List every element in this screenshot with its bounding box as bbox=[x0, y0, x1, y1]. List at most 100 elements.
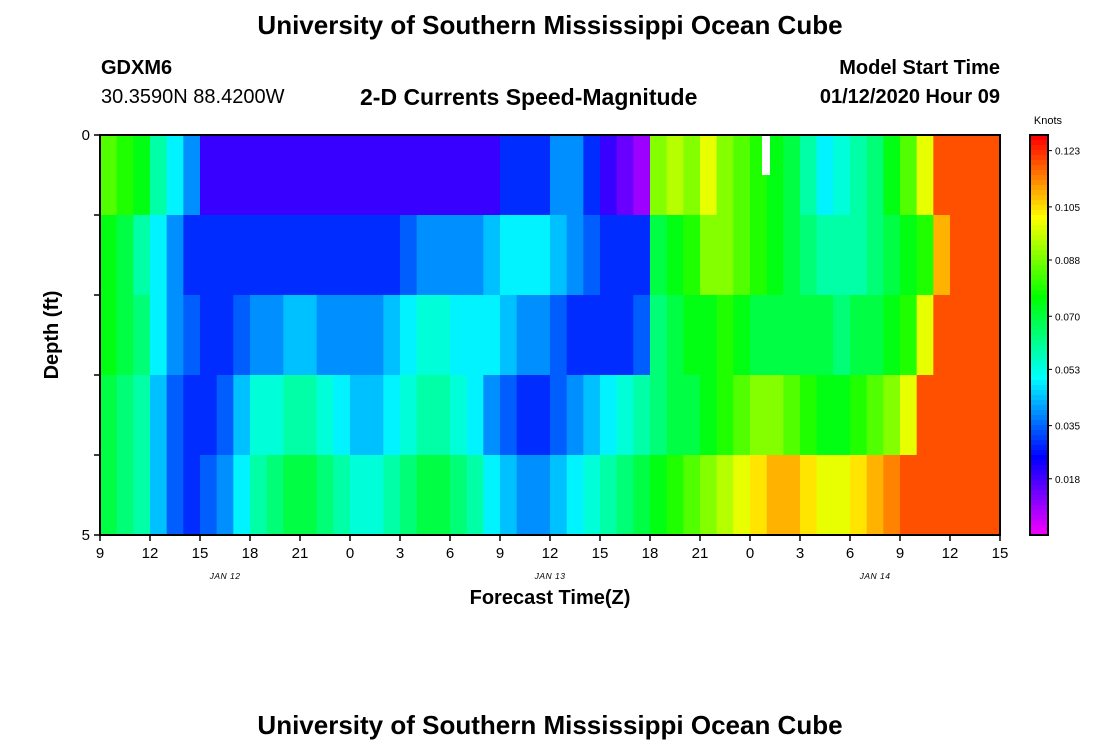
heatmap-cell bbox=[233, 295, 251, 376]
colorbar-segment bbox=[1030, 520, 1048, 526]
colorbar-frame bbox=[1029, 134, 1049, 536]
colorbar-segment bbox=[1030, 345, 1048, 351]
colorbar-segment bbox=[1030, 425, 1048, 431]
colorbar-segment bbox=[1030, 350, 1048, 356]
heatmap-cell bbox=[833, 375, 851, 456]
heatmap-cell bbox=[866, 215, 884, 296]
heatmap-cell bbox=[950, 215, 968, 296]
heatmap-cell bbox=[416, 215, 434, 296]
heatmap-cell bbox=[533, 455, 551, 536]
heatmap-cell bbox=[566, 295, 584, 376]
heatmap-cell bbox=[166, 295, 184, 376]
heatmap-cell bbox=[750, 455, 768, 536]
heatmap-cell bbox=[550, 295, 568, 376]
colorbar-segment bbox=[1030, 165, 1048, 171]
heatmap-cell bbox=[250, 135, 268, 216]
heatmap-cell bbox=[816, 455, 834, 536]
colorbar-segment bbox=[1030, 525, 1048, 531]
heatmap-cell bbox=[783, 455, 801, 536]
heatmap-cell bbox=[233, 455, 251, 536]
heatmap-cell bbox=[700, 295, 718, 376]
heatmap-cell bbox=[616, 375, 634, 456]
x-tick-label: 21 bbox=[292, 545, 309, 562]
footer-title: University of Southern Mississippi Ocean… bbox=[257, 710, 843, 740]
colorbar-segment bbox=[1030, 190, 1048, 196]
colorbar-tick-label: 0.105 bbox=[1055, 203, 1080, 214]
heatmap-cell bbox=[600, 215, 618, 296]
colorbar-segment bbox=[1030, 410, 1048, 416]
heatmap-cell bbox=[750, 295, 768, 376]
colorbar-segment bbox=[1030, 360, 1048, 366]
heatmap-cell bbox=[433, 135, 451, 216]
heatmap-cell bbox=[933, 215, 951, 296]
heatmap-cell bbox=[633, 455, 651, 536]
heatmap-cell bbox=[316, 135, 334, 216]
heatmap-cell bbox=[400, 215, 418, 296]
heatmap-cell bbox=[633, 375, 651, 456]
colorbar-segment bbox=[1030, 225, 1048, 231]
heatmap-cell bbox=[800, 295, 818, 376]
heatmap-cell bbox=[500, 215, 518, 296]
heatmap-cell bbox=[900, 295, 918, 376]
heatmap-cell bbox=[216, 135, 234, 216]
heatmap-cell bbox=[816, 295, 834, 376]
colorbar-segment bbox=[1030, 305, 1048, 311]
heatmap-cell bbox=[866, 135, 884, 216]
colorbar-segment bbox=[1030, 390, 1048, 396]
colorbar-segment bbox=[1030, 240, 1048, 246]
y-axis: 05 bbox=[82, 127, 100, 544]
colorbar-segment bbox=[1030, 375, 1048, 381]
heatmap-cell bbox=[733, 455, 751, 536]
heatmap-cell bbox=[616, 455, 634, 536]
colorbar-segment bbox=[1030, 530, 1048, 536]
heatmap-cell bbox=[283, 295, 301, 376]
colorbar-segment bbox=[1030, 145, 1048, 151]
heatmap-cell bbox=[333, 455, 351, 536]
heatmap-cell bbox=[133, 455, 151, 536]
date-label: JAN 12 bbox=[209, 571, 241, 581]
colorbar-segment bbox=[1030, 175, 1048, 181]
heatmap-cell bbox=[966, 455, 984, 536]
heatmap-cell bbox=[183, 455, 201, 536]
colorbar-segment bbox=[1030, 220, 1048, 226]
heatmap-cell bbox=[350, 375, 368, 456]
heatmap-cell bbox=[450, 455, 468, 536]
heatmap-cell bbox=[883, 135, 901, 216]
colorbar-segment bbox=[1030, 280, 1048, 286]
model-start-label: Model Start Time bbox=[839, 57, 1000, 79]
colorbar-segment bbox=[1030, 320, 1048, 326]
heatmap-cell bbox=[533, 215, 551, 296]
heatmap-cell bbox=[733, 135, 751, 216]
heatmap-cell bbox=[683, 375, 701, 456]
heatmap-cell bbox=[383, 375, 401, 456]
colorbar-segment bbox=[1030, 185, 1048, 191]
heatmap-cell bbox=[433, 215, 451, 296]
heatmap-cell bbox=[583, 135, 601, 216]
heatmap-cell bbox=[466, 375, 484, 456]
heatmap-cell bbox=[416, 375, 434, 456]
colorbar-tick-label: 0.088 bbox=[1055, 256, 1080, 267]
heatmap-cell bbox=[683, 295, 701, 376]
colorbar-segment bbox=[1030, 355, 1048, 361]
colorbar-segment bbox=[1030, 470, 1048, 476]
heatmap-cell bbox=[133, 215, 151, 296]
heatmap-cell bbox=[500, 295, 518, 376]
heatmap-cell bbox=[183, 215, 201, 296]
heatmap-cell bbox=[200, 375, 218, 456]
heatmap-cell bbox=[116, 215, 134, 296]
heatmap-cell bbox=[916, 135, 934, 216]
colorbar-segment bbox=[1030, 465, 1048, 471]
heatmap-cell bbox=[450, 375, 468, 456]
heatmap-cell bbox=[816, 375, 834, 456]
heatmap-cell bbox=[933, 295, 951, 376]
heatmap-cell bbox=[950, 135, 968, 216]
heatmap-cell bbox=[850, 295, 868, 376]
heatmap-cell bbox=[250, 455, 268, 536]
heatmap-cell bbox=[183, 295, 201, 376]
colorbar-segment bbox=[1030, 395, 1048, 401]
heatmap-cell bbox=[333, 135, 351, 216]
heatmap-cell bbox=[733, 295, 751, 376]
heatmap-cell bbox=[666, 455, 684, 536]
heatmap-cell bbox=[183, 135, 201, 216]
